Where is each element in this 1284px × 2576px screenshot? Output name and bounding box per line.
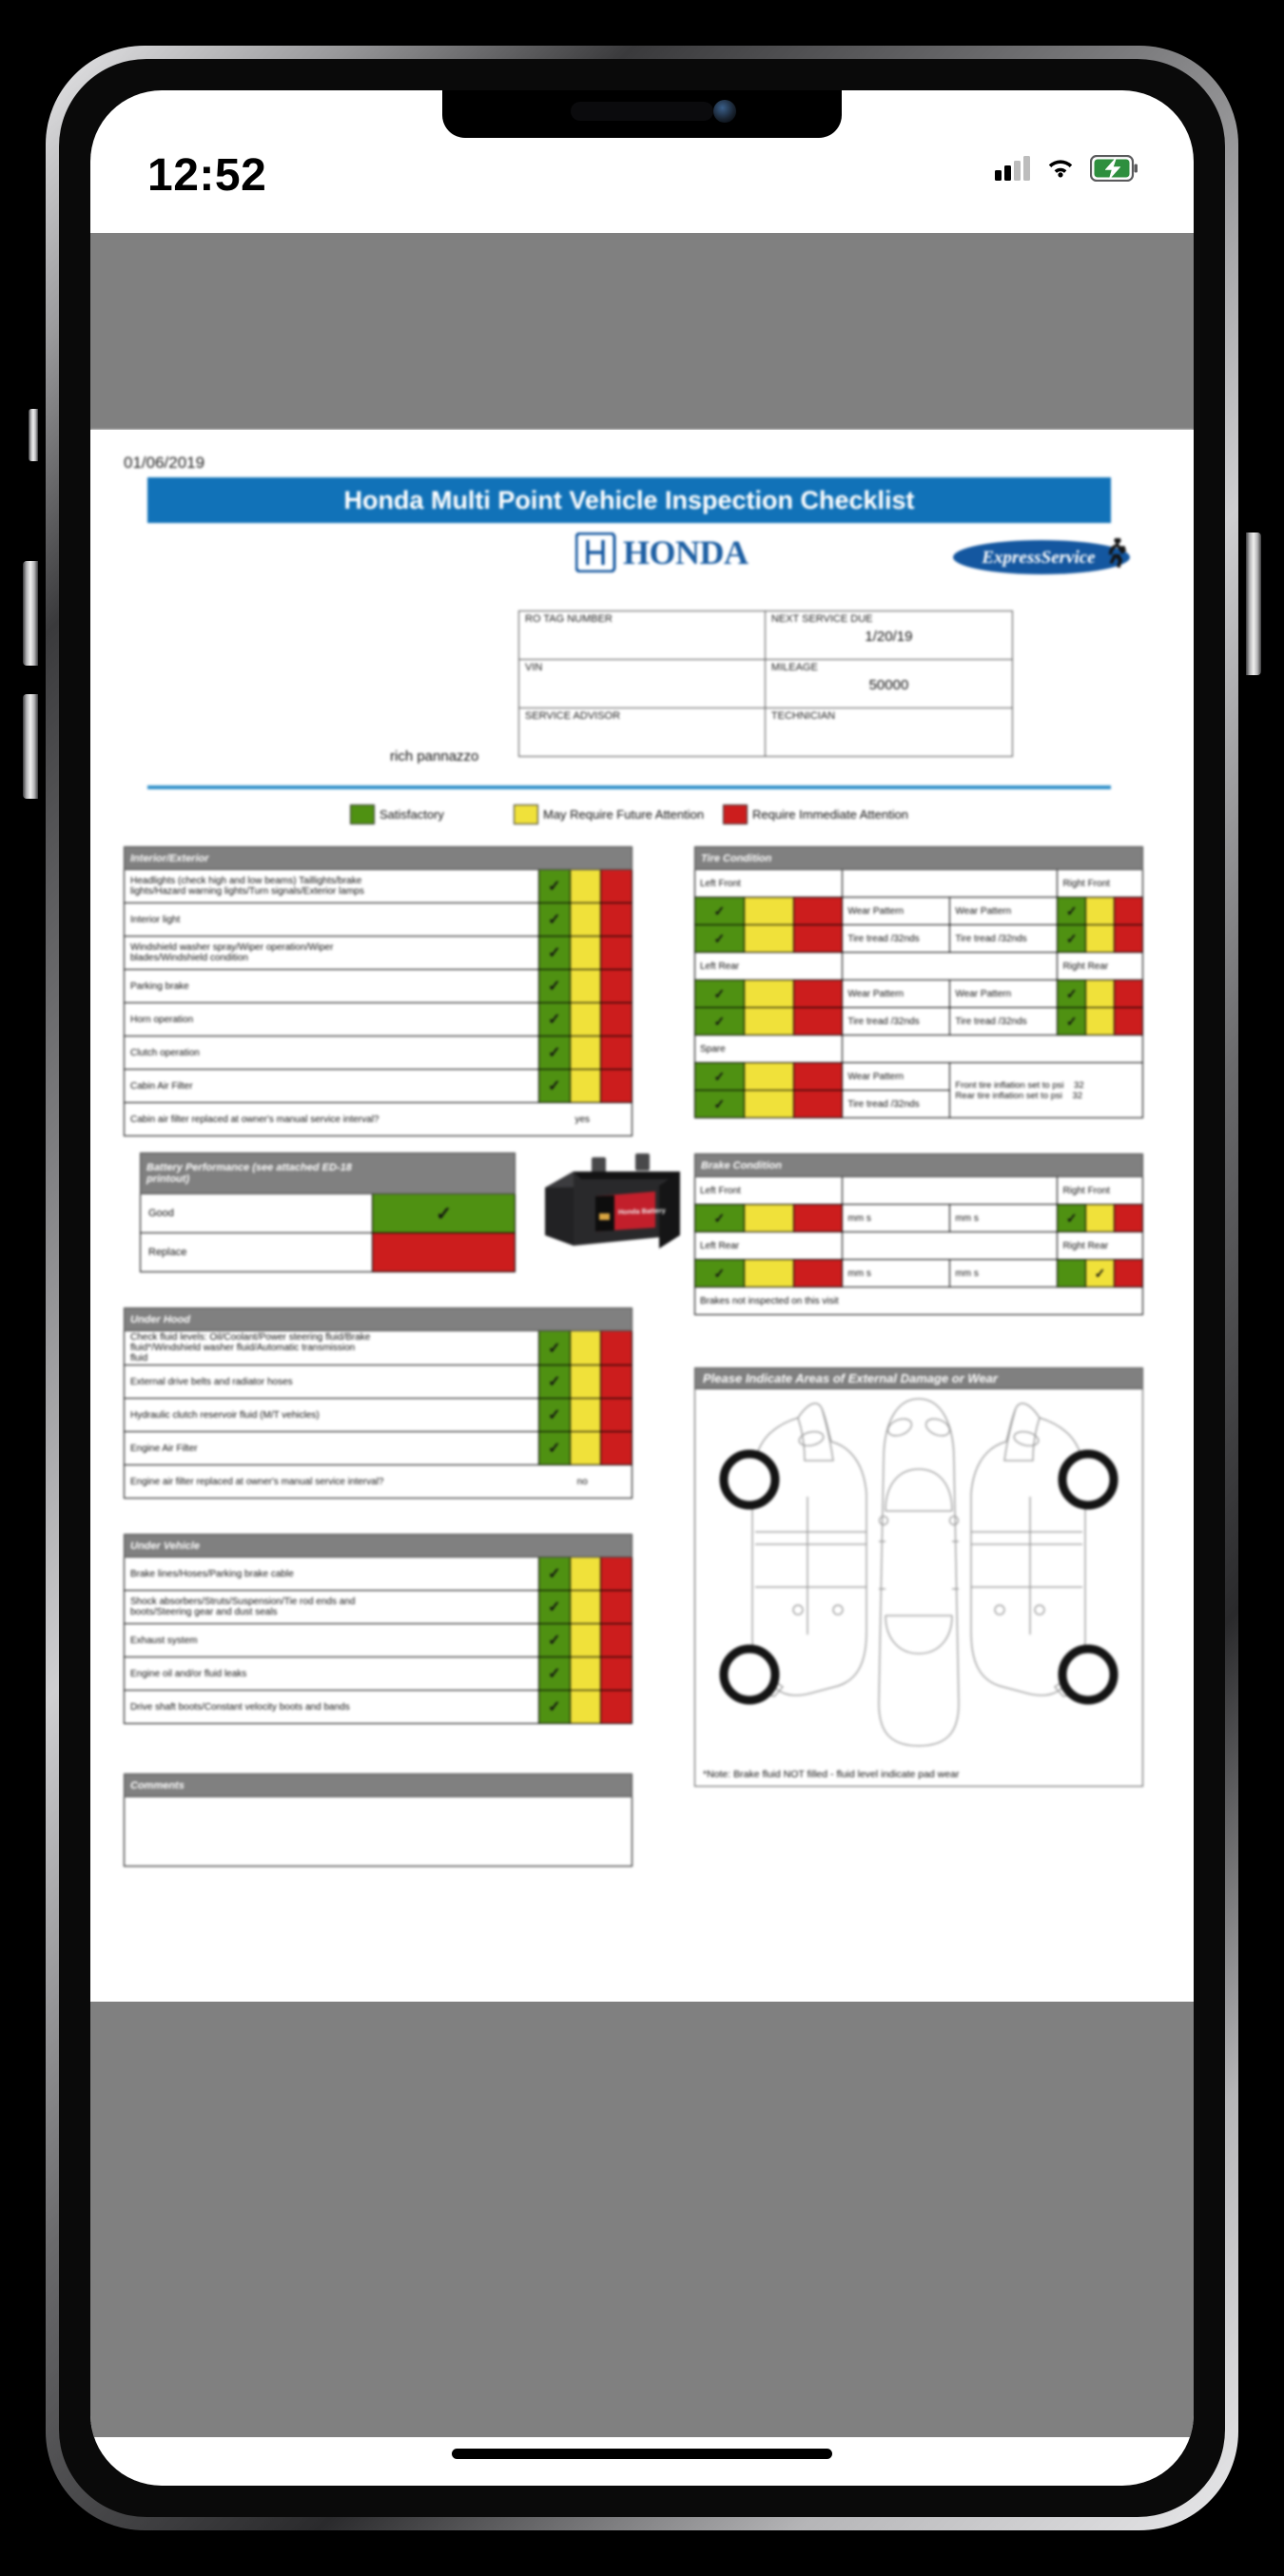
svg-text:ExpressService: ExpressService (981, 548, 1096, 568)
svg-text:Honda Battery: Honda Battery (618, 1206, 667, 1216)
svg-text:HONDA: HONDA (623, 533, 749, 571)
